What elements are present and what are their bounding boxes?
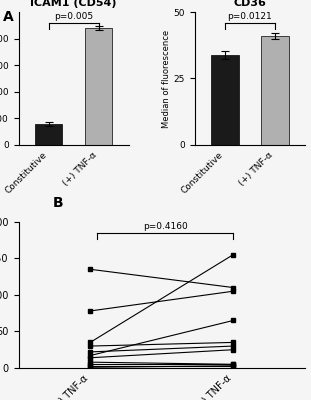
Bar — [261, 36, 289, 145]
Title: CD36: CD36 — [233, 0, 266, 8]
Bar — [211, 54, 239, 145]
Text: p=0.0121: p=0.0121 — [227, 12, 272, 21]
Text: A: A — [3, 10, 14, 24]
Text: B: B — [53, 196, 63, 210]
Bar — [35, 124, 63, 145]
Text: p=0.4160: p=0.4160 — [143, 222, 188, 230]
Title: ICAM1 (CD54): ICAM1 (CD54) — [30, 0, 117, 8]
Y-axis label: Median of fluorescence: Median of fluorescence — [162, 30, 171, 128]
Text: p=0.005: p=0.005 — [54, 12, 93, 21]
Bar — [85, 28, 113, 145]
